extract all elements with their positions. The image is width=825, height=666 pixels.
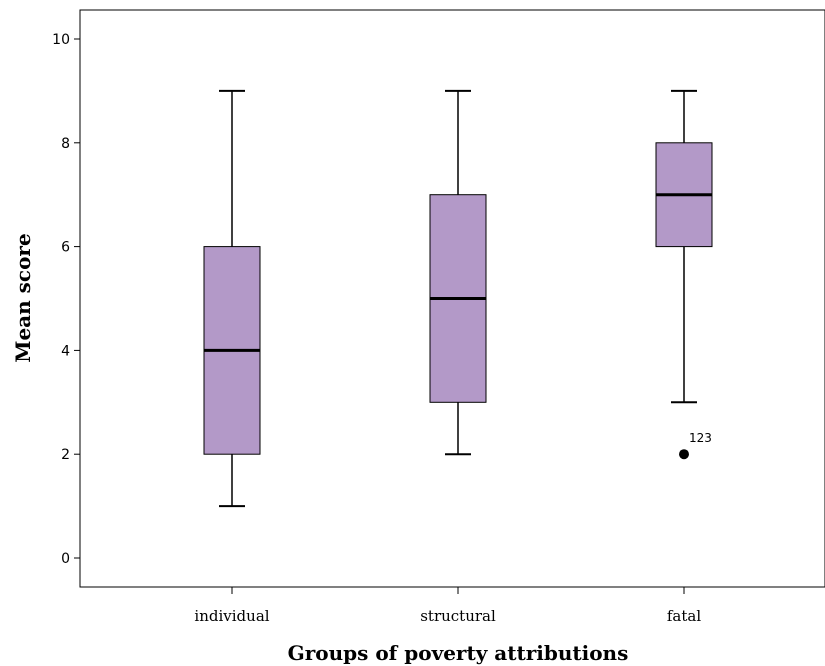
outlier-label: 123 — [689, 431, 712, 445]
x-tick-label: individual — [194, 607, 269, 625]
y-tick-label: 2 — [61, 447, 70, 463]
box-fatal: 123 — [655, 89, 713, 460]
y-tick-label: 0 — [61, 551, 70, 567]
y-tick-label: 6 — [61, 240, 70, 256]
x-tick-label: structural — [420, 607, 496, 625]
y-axis-title: Mean score — [11, 233, 35, 362]
y-tick-label: 8 — [61, 136, 70, 152]
plot-frame — [79, 9, 825, 588]
x-tick-label: fatal — [667, 607, 701, 625]
y-tick-label: 10 — [52, 32, 70, 48]
x-axis-title: Groups of poverty attributions — [288, 641, 629, 665]
y-axis: 0 2 4 6 8 10 — [52, 32, 80, 567]
outlier-point — [679, 449, 689, 460]
y-tick-label: 4 — [61, 343, 70, 359]
box-structural — [429, 89, 487, 456]
box-individual — [203, 89, 261, 508]
x-axis: individual structural fatal — [194, 587, 701, 625]
boxes-layer: 123 — [203, 89, 713, 508]
